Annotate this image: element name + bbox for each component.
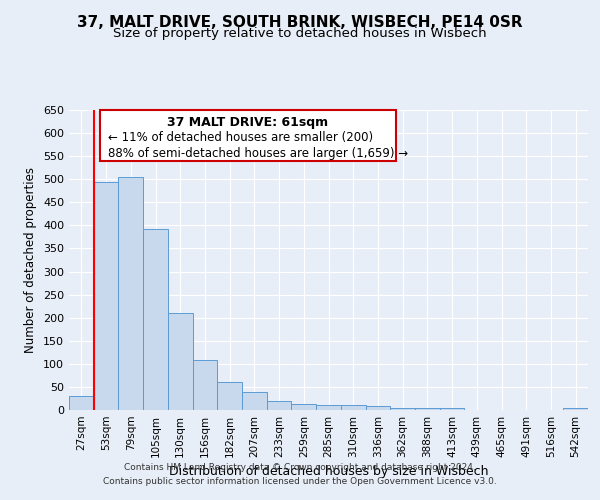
Bar [316, 405, 341, 410]
Bar [390, 408, 415, 410]
Bar [440, 408, 464, 410]
Bar [563, 408, 588, 410]
Bar [193, 360, 217, 410]
Text: ← 11% of detached houses are smaller (200): ← 11% of detached houses are smaller (20… [108, 131, 373, 144]
Text: 37, MALT DRIVE, SOUTH BRINK, WISBECH, PE14 0SR: 37, MALT DRIVE, SOUTH BRINK, WISBECH, PE… [77, 15, 523, 30]
FancyBboxPatch shape [100, 110, 396, 161]
Y-axis label: Number of detached properties: Number of detached properties [25, 167, 37, 353]
Bar [341, 405, 365, 410]
Bar [242, 392, 267, 410]
Text: Contains public sector information licensed under the Open Government Licence v3: Contains public sector information licen… [103, 477, 497, 486]
Bar [94, 182, 118, 410]
Text: Size of property relative to detached houses in Wisbech: Size of property relative to detached ho… [113, 28, 487, 40]
Bar [292, 404, 316, 410]
X-axis label: Distribution of detached houses by size in Wisbech: Distribution of detached houses by size … [169, 466, 488, 478]
Bar [118, 177, 143, 410]
Text: Contains HM Land Registry data © Crown copyright and database right 2024.: Contains HM Land Registry data © Crown c… [124, 464, 476, 472]
Bar [217, 382, 242, 410]
Text: 37 MALT DRIVE: 61sqm: 37 MALT DRIVE: 61sqm [167, 116, 329, 129]
Bar [267, 401, 292, 410]
Text: 88% of semi-detached houses are larger (1,659) →: 88% of semi-detached houses are larger (… [108, 148, 408, 160]
Bar [365, 406, 390, 410]
Bar [69, 396, 94, 410]
Bar [168, 313, 193, 410]
Bar [143, 228, 168, 410]
Bar [415, 408, 440, 410]
